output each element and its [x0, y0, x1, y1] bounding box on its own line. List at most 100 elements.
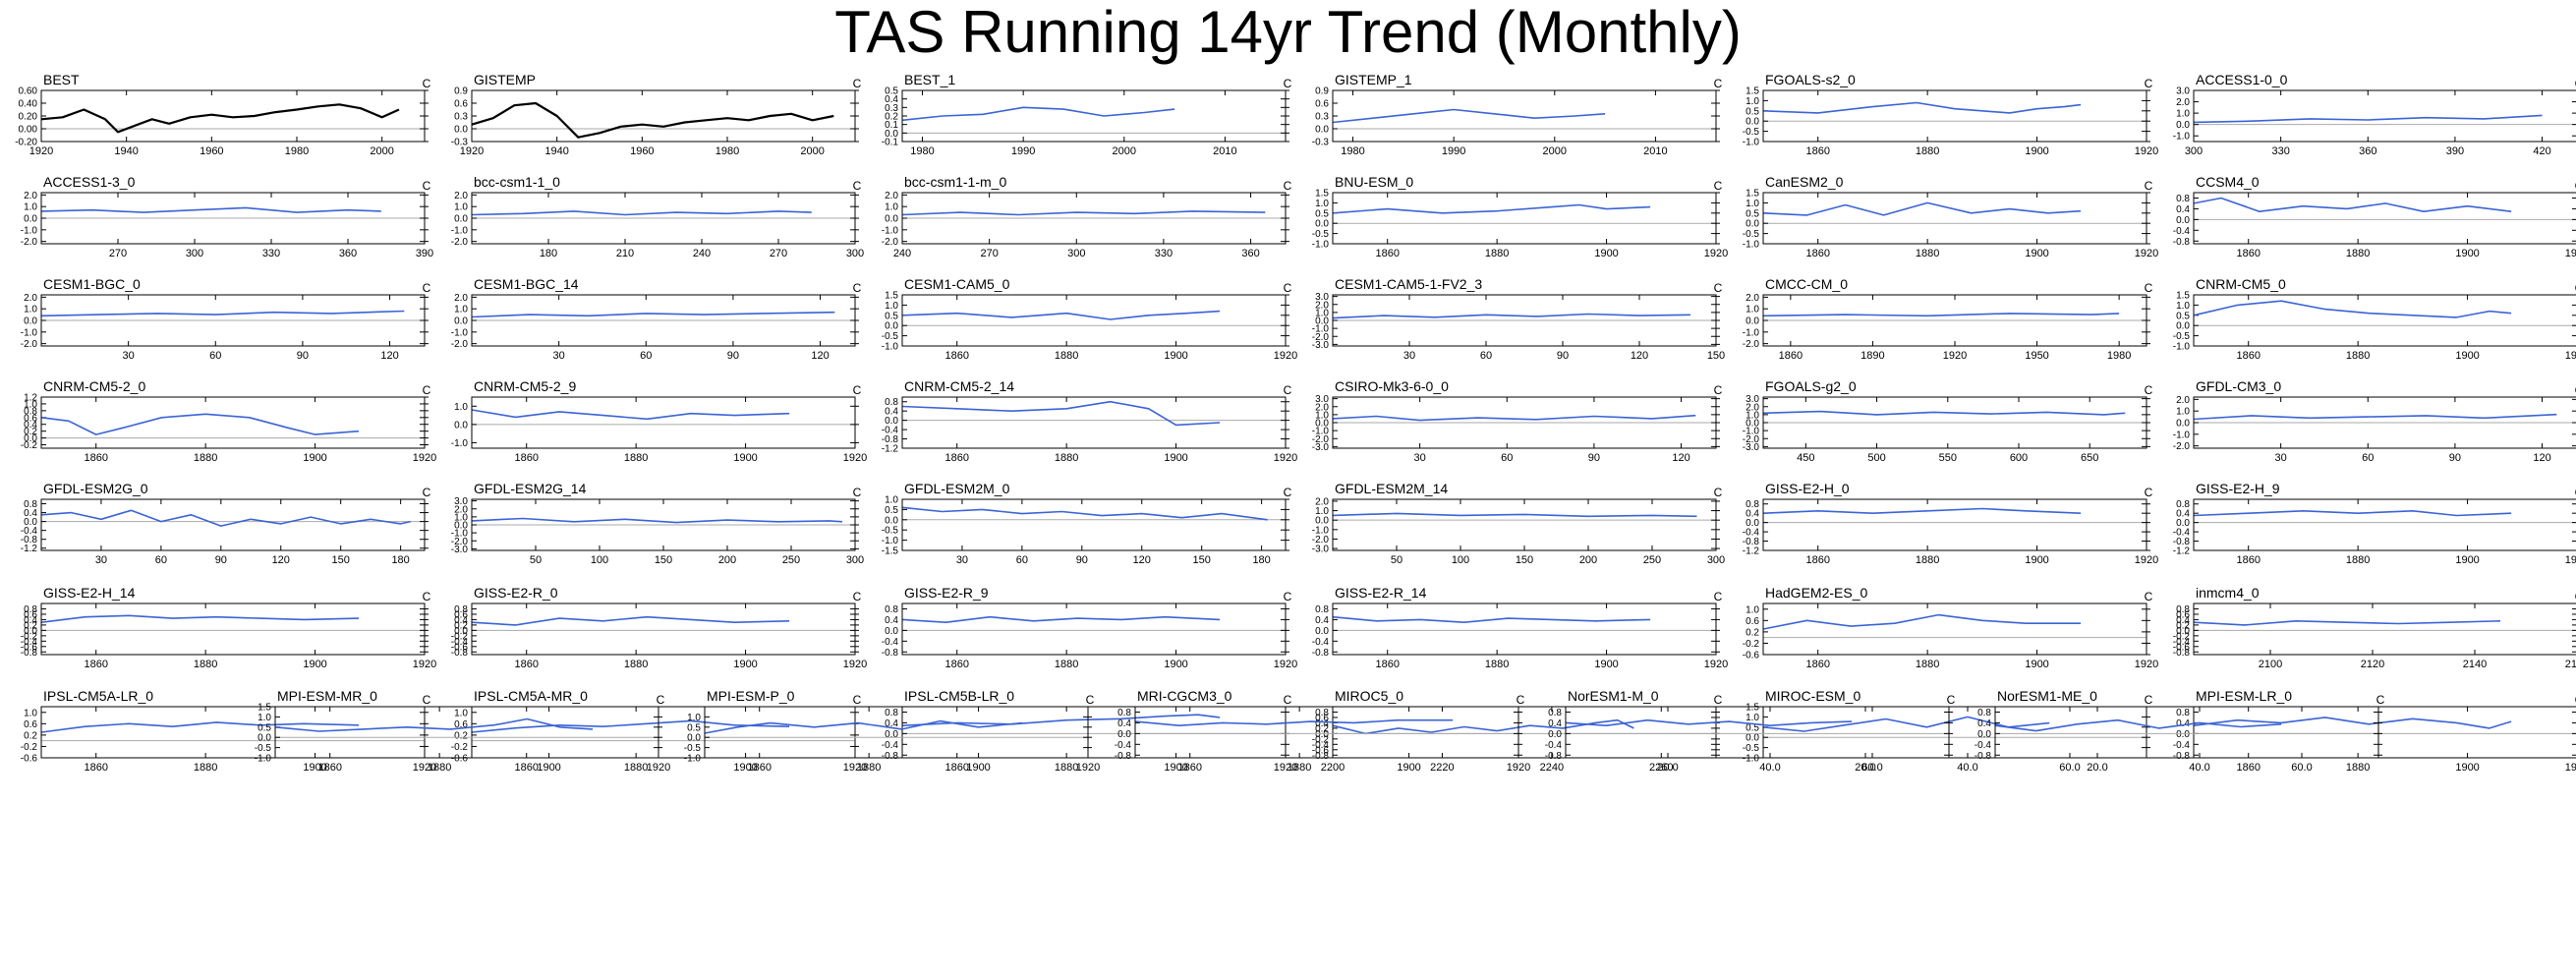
x-tick-label: 1860 [945, 762, 968, 774]
y-tick-label: 0.4 [1315, 615, 1329, 626]
y-tick-label: 0.0 [1315, 729, 1329, 740]
y-tick-label: 1.5 [2176, 291, 2190, 302]
x-tick-label: 2120 [2361, 659, 2384, 670]
y-tick-label: 0.8 [1117, 708, 1131, 718]
y-tick-label: -1.0 [255, 754, 272, 765]
series-line [2193, 300, 2512, 318]
x-tick-label: 1860 [747, 762, 771, 774]
y-tick-label: 0.4 [2176, 509, 2190, 520]
x-tick-label: 1860 [2236, 350, 2260, 362]
panel: BEST_1 C 0.50.40.30.20.10.0-0.1 1980 1990 200… [882, 72, 1292, 157]
y-tick-label: 0.0 [1315, 219, 1329, 230]
plot-frame [40, 89, 426, 143]
x-tick-label: 1920 [1274, 659, 1297, 670]
panel-unit: C [853, 486, 862, 499]
y-tick-label: -0.4 [1115, 740, 1132, 751]
panel: ACCESS1-0_0 C 3.02.01.00.0-1.0 300 330 360 390… [2173, 72, 2576, 157]
panel-unit: C [1284, 590, 1292, 603]
series-line [1762, 507, 2082, 515]
x-tick-label: 2000 [1113, 145, 1136, 157]
y-tick-label: 0.8 [1315, 708, 1329, 718]
y-tick-label: 0.4 [2176, 615, 2190, 626]
y-tick-label: 0.20 [19, 112, 38, 123]
y-tick-label: -0.8 [451, 648, 469, 659]
y-tick-label: 0.8 [1746, 499, 1759, 510]
x-tick-label: 270 [980, 248, 998, 259]
x-tick-label: 1920 [2135, 659, 2158, 670]
series-line [274, 718, 594, 732]
plot-frame [40, 396, 426, 449]
panel: CSIRO-Mk3-6-0_0 C 3.02.01.00.0-1.0-2.0-3.0… [1312, 378, 1723, 464]
y-tick-label: 0.5 [2176, 311, 2190, 321]
plot-frame [901, 706, 1287, 759]
y-tick-label: 2.0 [1315, 402, 1329, 413]
series-line [1332, 108, 1606, 124]
series-line [2193, 717, 2512, 729]
y-tick-label: 1.0 [885, 495, 898, 506]
plot-frame [471, 603, 856, 656]
x-tick-label: 30 [956, 554, 968, 566]
plot-frame [901, 294, 1287, 347]
panel-title: BNU-ESM_0 [1335, 174, 1413, 190]
panel-unit: C [423, 383, 431, 397]
x-tick-label: 60 [2362, 452, 2374, 464]
y-tick-label: 1.0 [258, 713, 271, 723]
y-tick-label: 0.5 [1315, 208, 1329, 219]
y-tick-label: -0.4 [21, 526, 38, 537]
x-tick-label: 300 [1707, 554, 1725, 566]
panel: FGOALS-g2_0 C 3.02.01.00.0-1.0-2.0-3.0 450 5… [1743, 378, 2153, 464]
y-tick-label: 0.2 [1746, 627, 1759, 638]
y-tick-label: 0.40 [19, 99, 38, 110]
x-tick-label: 2200 [1321, 762, 1345, 774]
x-tick-label: 2140 [2463, 659, 2487, 670]
y-tick-label: 0.0 [454, 316, 468, 327]
y-tick-label: 1.5 [1746, 703, 1759, 714]
x-tick-label: 600 [2010, 452, 2028, 464]
y-tick-label: 0.4 [885, 718, 898, 729]
y-tick-label: 0.6 [454, 719, 468, 730]
x-tick-label: 30 [2275, 452, 2287, 464]
y-tick-label: 0.0 [2176, 518, 2190, 529]
series-line [901, 310, 1221, 320]
x-tick-label: 100 [591, 554, 608, 566]
y-tick-label: -0.8 [882, 751, 899, 762]
y-tick-label: 0.5 [1746, 106, 1759, 117]
plot-frame [2193, 192, 2576, 245]
y-tick-label: 0.4 [885, 94, 898, 105]
panel-unit: C [2376, 693, 2385, 707]
plot-frame [2193, 396, 2576, 449]
y-tick-label: -0.5 [1312, 229, 1330, 240]
panel-unit: C [2575, 77, 2576, 90]
y-tick-label: -1.0 [1743, 138, 1760, 148]
x-tick-label: 1920 [2565, 554, 2576, 566]
plot-frame [901, 89, 1287, 143]
y-tick-label: 0.0 [2176, 626, 2190, 637]
panel: CanESM2_0 C 1.51.00.50.0-0.5-1.0 1860 1880 19… [1743, 174, 2158, 259]
x-tick-label: 1920 [413, 659, 436, 670]
series-line [901, 714, 1221, 726]
series-line [1332, 718, 1634, 735]
y-tick-label: 0.60 [19, 86, 38, 97]
panel-title: inmcm4_0 [2196, 585, 2260, 601]
y-tick-label: 1.0 [24, 399, 37, 410]
x-tick-label: 450 [1797, 452, 1814, 464]
x-tick-label: 1920 [29, 145, 53, 157]
x-tick-label: 1920 [2565, 762, 2576, 774]
y-tick-label: 0.0 [2176, 729, 2190, 740]
y-tick-label: 0.0 [885, 626, 898, 637]
panel-unit: C [1284, 77, 1292, 90]
panel-title: CSIRO-Mk3-6-0_0 [1335, 378, 1449, 394]
panel: ACCESS1-3_0 C 2.01.00.0-1.0-2.0 270 300 330 36… [21, 174, 433, 259]
y-tick-label: 1.0 [1746, 305, 1759, 316]
panel: GISS-E2-R_14 C 0.80.40.0-0.4-0.8 1860 1880 19… [1312, 585, 1728, 670]
y-tick-label: -0.4 [1545, 740, 1563, 751]
x-tick-label: 1920 [2565, 248, 2576, 259]
plot-frame [274, 706, 659, 759]
y-tick-label: 0.8 [1315, 604, 1329, 615]
y-tick-label: -0.3 [451, 138, 469, 148]
panel-title: NorESM1-ME_0 [1997, 688, 2097, 704]
y-tick-label: -2.0 [451, 339, 469, 350]
y-tick-label: -2.0 [21, 339, 38, 350]
y-tick-label: 0.0 [1746, 419, 1759, 430]
series-line [2193, 619, 2501, 626]
